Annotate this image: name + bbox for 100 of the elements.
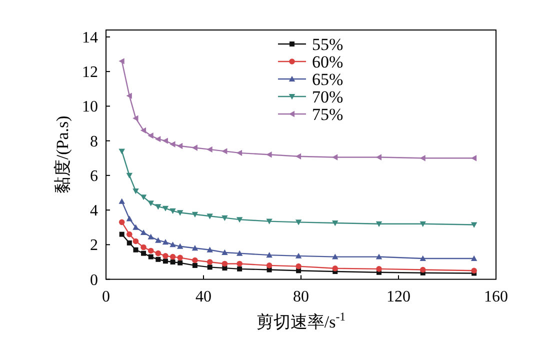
y-tick-label: 12 — [82, 64, 98, 82]
point — [470, 255, 478, 262]
point — [140, 194, 147, 200]
point — [119, 232, 124, 237]
x-tick-label: 0 — [102, 288, 110, 306]
point — [126, 92, 132, 99]
point — [470, 222, 478, 228]
point — [170, 141, 176, 148]
point — [118, 198, 125, 204]
point — [132, 224, 139, 230]
point — [332, 154, 338, 160]
legend-label: 60% — [312, 52, 344, 72]
point — [192, 257, 198, 264]
point — [206, 146, 212, 153]
point — [236, 150, 242, 156]
point — [420, 221, 426, 227]
point — [177, 254, 183, 261]
x-tick-label: 120 — [386, 288, 410, 306]
point — [140, 244, 146, 250]
point — [148, 248, 154, 254]
point — [118, 58, 124, 64]
point — [376, 254, 382, 260]
point — [236, 260, 242, 267]
point — [170, 254, 176, 260]
legend-label: 75% — [312, 105, 344, 124]
point — [126, 240, 132, 246]
point — [192, 245, 198, 251]
point — [133, 247, 138, 252]
point — [332, 265, 338, 272]
point — [155, 237, 162, 243]
x-axis-title: 剪切速率/s$^{-1}$ — [256, 309, 346, 332]
point — [140, 229, 147, 236]
point — [162, 206, 169, 212]
point — [126, 216, 132, 222]
point — [206, 246, 213, 252]
point — [132, 188, 139, 194]
point — [206, 259, 213, 265]
point — [156, 256, 161, 262]
point — [148, 200, 154, 206]
y-tick-label: 0 — [90, 272, 98, 289]
point — [266, 252, 272, 258]
point — [162, 253, 168, 259]
point — [266, 262, 272, 268]
point — [376, 266, 382, 272]
point — [236, 217, 243, 223]
point — [140, 127, 146, 134]
point — [141, 250, 146, 256]
point — [162, 258, 168, 264]
point — [178, 260, 183, 266]
point — [155, 136, 161, 142]
point — [132, 115, 138, 122]
point — [170, 208, 176, 214]
point — [237, 266, 242, 272]
point — [162, 238, 169, 245]
point — [126, 172, 132, 179]
x-tick-label: 160 — [484, 288, 508, 306]
point — [206, 214, 213, 220]
x-tick-label: 40 — [196, 288, 212, 306]
point — [236, 250, 243, 256]
point — [177, 210, 184, 216]
point — [222, 215, 228, 221]
point — [148, 132, 154, 139]
point — [155, 204, 162, 210]
legend-label: 70% — [312, 88, 344, 106]
point — [207, 264, 212, 270]
point — [420, 255, 426, 262]
point — [177, 243, 184, 249]
y-tick-label: 4 — [90, 202, 98, 220]
point — [132, 238, 139, 244]
point — [148, 254, 154, 260]
y-tick-label: 2 — [90, 237, 98, 254]
point — [170, 259, 176, 264]
x-tick-label: 80 — [293, 288, 309, 306]
point — [266, 218, 272, 224]
point — [118, 148, 125, 154]
point — [295, 220, 302, 226]
point — [295, 153, 302, 160]
legend-label: 65% — [312, 70, 344, 89]
point — [222, 148, 228, 154]
point — [332, 220, 338, 226]
y-tick-label: 6 — [90, 168, 98, 185]
point — [177, 142, 183, 150]
point — [266, 267, 272, 272]
point — [420, 266, 426, 273]
y-axis-title: 黏度/(Pa.s) — [53, 116, 72, 194]
point — [162, 138, 168, 144]
point — [295, 252, 302, 258]
y-tick-label: 10 — [82, 98, 98, 116]
point — [471, 268, 477, 274]
point — [170, 242, 176, 248]
legend-label: 55% — [312, 35, 344, 54]
point — [376, 221, 382, 227]
point — [192, 212, 198, 218]
point — [126, 231, 132, 238]
point — [155, 250, 162, 256]
point — [222, 260, 228, 267]
point — [118, 219, 125, 226]
point — [148, 234, 154, 240]
y-tick-label: 8 — [90, 133, 98, 150]
point — [296, 263, 302, 270]
